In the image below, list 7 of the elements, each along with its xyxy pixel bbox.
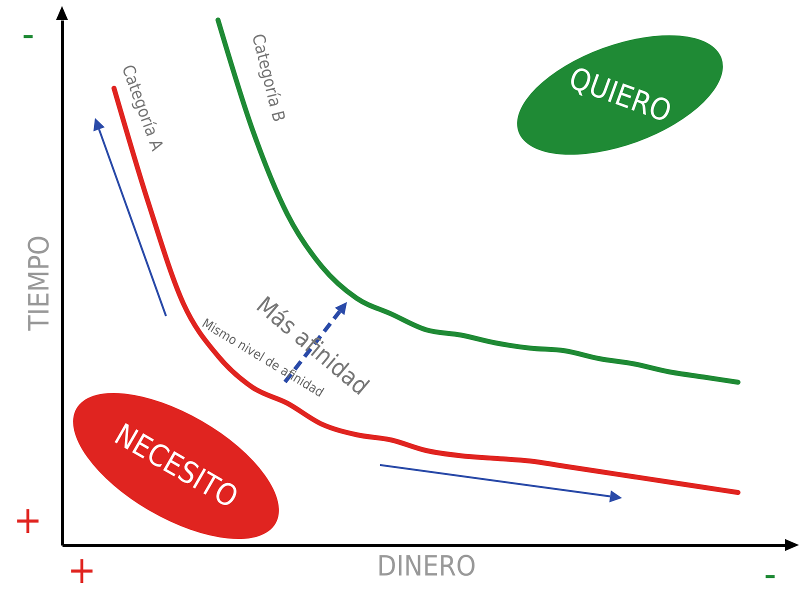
text: - [22,12,34,56]
text: Categoría B [247,32,288,124]
x-axis-title: DINERO [377,550,476,582]
text: + [68,548,96,590]
text: + [14,498,42,542]
y-axis-title: TIEMPO [22,235,56,332]
text: - [764,552,776,590]
